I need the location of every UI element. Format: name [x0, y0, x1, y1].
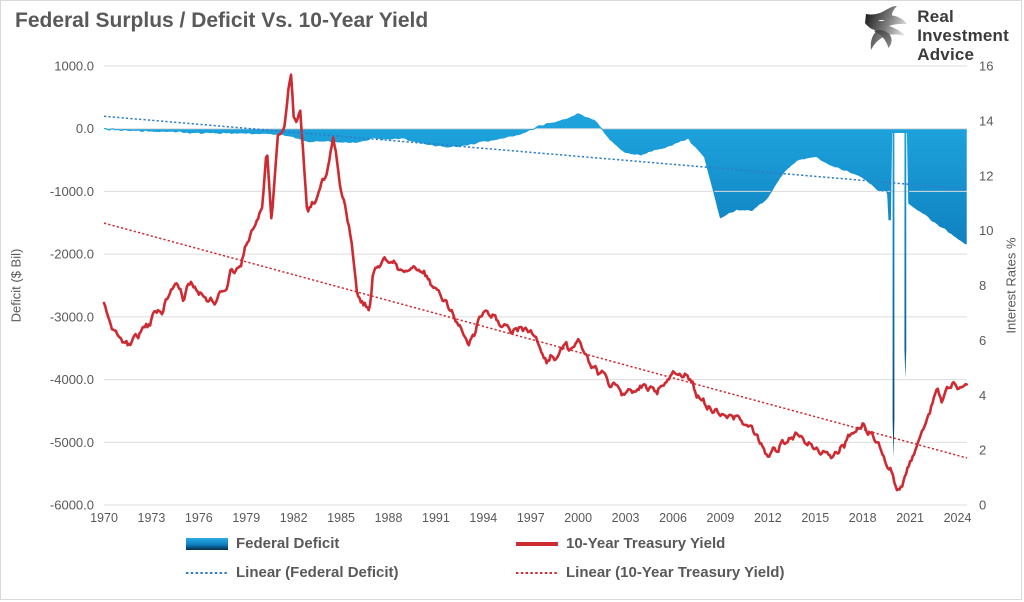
svg-text:-2000.0: -2000.0 [50, 247, 94, 262]
svg-text:1994: 1994 [469, 511, 497, 525]
svg-text:8: 8 [979, 278, 986, 293]
svg-text:0: 0 [979, 498, 986, 513]
svg-text:4: 4 [979, 388, 986, 403]
svg-text:-4000.0: -4000.0 [50, 372, 94, 387]
svg-text:1979: 1979 [232, 511, 260, 525]
svg-text:2015: 2015 [801, 511, 829, 525]
svg-text:6: 6 [979, 333, 986, 348]
svg-text:1973: 1973 [138, 511, 166, 525]
svg-text:0.0: 0.0 [76, 121, 94, 136]
svg-text:2021: 2021 [896, 511, 924, 525]
svg-text:2000: 2000 [564, 511, 592, 525]
svg-text:1970: 1970 [90, 511, 118, 525]
svg-text:2: 2 [979, 443, 986, 458]
svg-text:-6000.0: -6000.0 [50, 498, 94, 513]
svg-text:1985: 1985 [327, 511, 355, 525]
svg-text:2018: 2018 [849, 511, 877, 525]
svg-text:1000.0: 1000.0 [54, 59, 94, 74]
svg-text:2012: 2012 [754, 511, 782, 525]
svg-text:2024: 2024 [944, 511, 972, 525]
svg-text:16: 16 [979, 59, 993, 74]
svg-text:-1000.0: -1000.0 [50, 184, 94, 199]
svg-text:1988: 1988 [375, 511, 403, 525]
svg-text:2006: 2006 [659, 511, 687, 525]
svg-text:-3000.0: -3000.0 [50, 309, 94, 324]
svg-text:2003: 2003 [612, 511, 640, 525]
svg-text:12: 12 [979, 168, 993, 183]
svg-text:1982: 1982 [280, 511, 308, 525]
svg-text:14: 14 [979, 113, 993, 128]
svg-text:-5000.0: -5000.0 [50, 435, 94, 450]
svg-text:2009: 2009 [707, 511, 735, 525]
svg-text:1991: 1991 [422, 511, 450, 525]
svg-text:1997: 1997 [517, 511, 545, 525]
svg-text:10: 10 [979, 223, 993, 238]
svg-text:1976: 1976 [185, 511, 213, 525]
